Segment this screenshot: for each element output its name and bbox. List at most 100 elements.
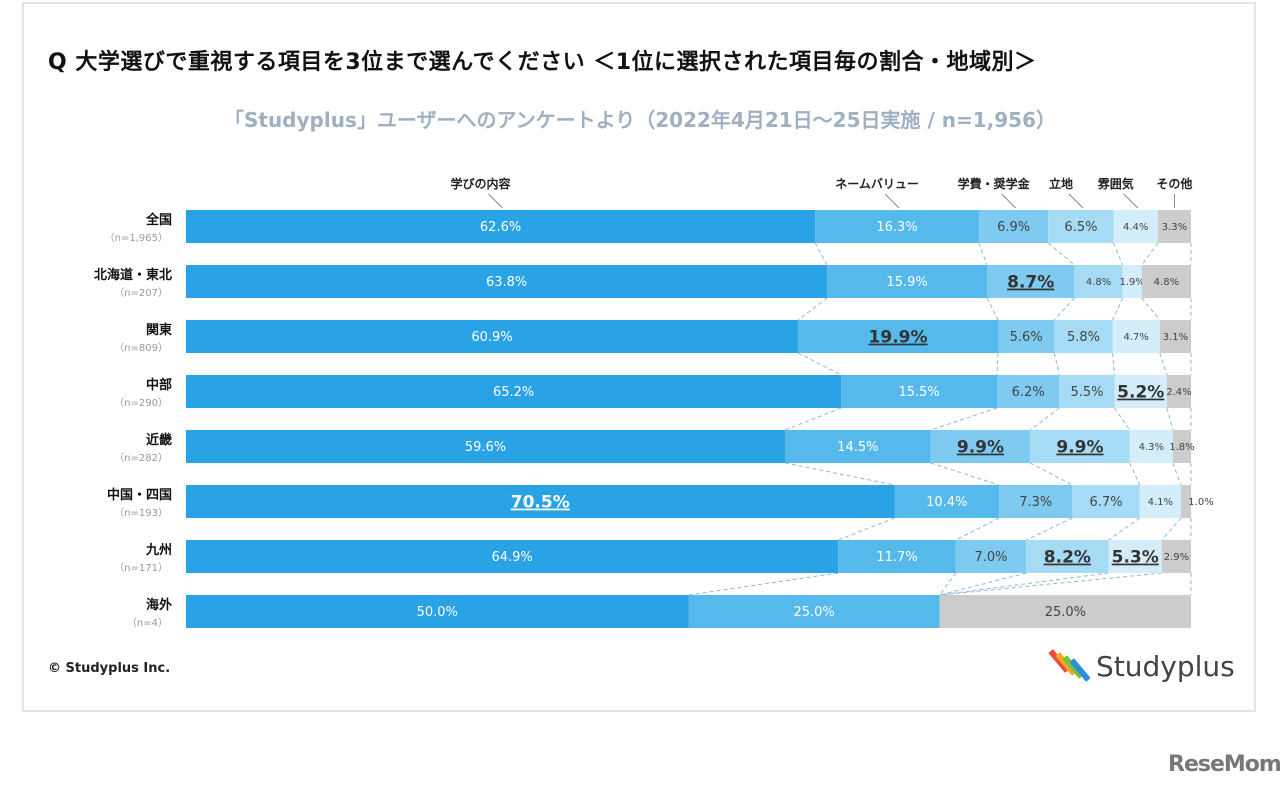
connector-line — [1108, 517, 1141, 541]
bar-segment — [186, 430, 785, 463]
bar-segment — [955, 540, 1027, 573]
connector-line — [797, 297, 828, 321]
connector-line — [1113, 242, 1124, 266]
connector-line — [939, 572, 1109, 596]
data-label: 6.7% — [1090, 495, 1123, 510]
category-label: 九州 — [145, 543, 172, 558]
data-label: 65.2% — [493, 385, 534, 400]
connector-line — [1025, 517, 1073, 541]
data-label: 8.2% — [1044, 548, 1091, 568]
category-label: 全国 — [145, 212, 172, 228]
category-label: 中部 — [146, 377, 172, 393]
data-label: 3.1% — [1163, 332, 1188, 343]
data-label: 70.5% — [511, 493, 570, 513]
data-label: 25.0% — [1045, 605, 1086, 620]
data-label: 64.9% — [491, 550, 532, 565]
logo-text: Studyplus — [1096, 649, 1235, 683]
legend-label: 学びの内容 — [451, 176, 511, 191]
bar-segment — [1172, 430, 1191, 463]
connector-line — [1129, 462, 1141, 486]
watermark: ReseMom — [1168, 752, 1280, 777]
bar-segment — [986, 265, 1075, 298]
chart-subtitle: 「Studyplus」ユーザーへのアンケートより（2022年4月21日～25日実… — [223, 108, 1056, 132]
connector-line — [930, 462, 1000, 486]
legend-label: 学費・奨学金 — [958, 176, 1031, 191]
chart-title: Q 大学選びで重視する項目を3位まで選んでください ＜1位に選択された項目毎の割… — [48, 50, 1037, 75]
bar-segment — [1139, 485, 1181, 518]
bar-segment — [1112, 320, 1160, 353]
category-label: 関東 — [146, 322, 172, 338]
data-label: 2.4% — [1166, 387, 1191, 398]
legend-label: ネームバリュー — [835, 177, 919, 191]
connector-line — [939, 572, 1027, 596]
bar-segment — [1113, 210, 1158, 243]
connector-line — [1029, 407, 1060, 431]
bar-segment — [1054, 320, 1113, 353]
data-label: 4.3% — [1139, 442, 1164, 453]
chart-frame — [22, 2, 1256, 712]
legend-label: 立地 — [1049, 176, 1073, 191]
data-label: 1.9% — [1120, 277, 1145, 288]
data-label: 16.3% — [876, 220, 917, 235]
data-label: 60.9% — [471, 330, 512, 345]
connector-line — [996, 352, 999, 376]
data-label: 4.7% — [1124, 332, 1149, 343]
bar-segment — [1166, 375, 1191, 408]
data-label: 1.8% — [1169, 442, 1194, 453]
bar-segment — [186, 210, 816, 243]
bar-segment — [838, 540, 956, 573]
bar-segment — [798, 320, 999, 353]
category-n-label: （n=171） — [114, 562, 168, 574]
category-n-label: （n=290） — [114, 397, 168, 409]
connector-line — [930, 407, 998, 431]
connector-line — [1114, 407, 1131, 431]
bar-segment — [894, 485, 1000, 518]
bar-segment — [186, 265, 828, 298]
data-label: 6.9% — [997, 220, 1030, 235]
data-label: 15.9% — [886, 275, 927, 290]
data-label: 6.5% — [1064, 220, 1097, 235]
bar-segment — [815, 210, 979, 243]
bar-segment — [1072, 485, 1140, 518]
bar-segment — [1141, 265, 1191, 298]
category-label: 近畿 — [146, 432, 172, 448]
connector-line — [1047, 242, 1075, 266]
data-label: 8.7% — [1007, 273, 1054, 293]
connector-line — [939, 572, 957, 596]
bar-segment — [1059, 375, 1115, 408]
connector-line — [688, 572, 839, 596]
bar-segment — [186, 485, 895, 518]
bar-segment — [186, 375, 842, 408]
data-label: 50.0% — [417, 605, 458, 620]
data-label: 59.6% — [465, 440, 506, 455]
data-label: 25.0% — [793, 605, 834, 620]
data-label: 5.8% — [1067, 330, 1100, 345]
connector-line — [1161, 517, 1182, 541]
bar-segment — [998, 320, 1055, 353]
connector-line — [838, 517, 895, 541]
connector-line — [784, 407, 842, 431]
data-label: 9.9% — [1056, 438, 1103, 458]
category-label: 中国・四国 — [107, 487, 172, 503]
connector-line — [978, 242, 988, 266]
data-label: 63.8% — [486, 275, 527, 290]
bar-segment — [997, 375, 1060, 408]
connector-line — [1053, 352, 1060, 376]
bar-segment — [186, 540, 839, 573]
data-label: 4.8% — [1154, 277, 1179, 288]
bar-segment — [1122, 265, 1142, 298]
data-label: 4.1% — [1148, 497, 1173, 508]
data-label: 10.4% — [926, 495, 967, 510]
bar-segment — [1074, 265, 1123, 298]
data-label: 14.5% — [837, 440, 878, 455]
data-label: 7.3% — [1019, 495, 1052, 510]
bar-segment — [784, 430, 931, 463]
bar-segment — [978, 210, 1049, 243]
category-n-label: （n=4） — [127, 617, 168, 629]
studyplus-logo: Studyplus — [1048, 648, 1235, 684]
bar-segment — [841, 375, 998, 408]
bar-segment — [999, 485, 1073, 518]
bar-segment — [827, 265, 987, 298]
connector-line — [1141, 297, 1161, 321]
